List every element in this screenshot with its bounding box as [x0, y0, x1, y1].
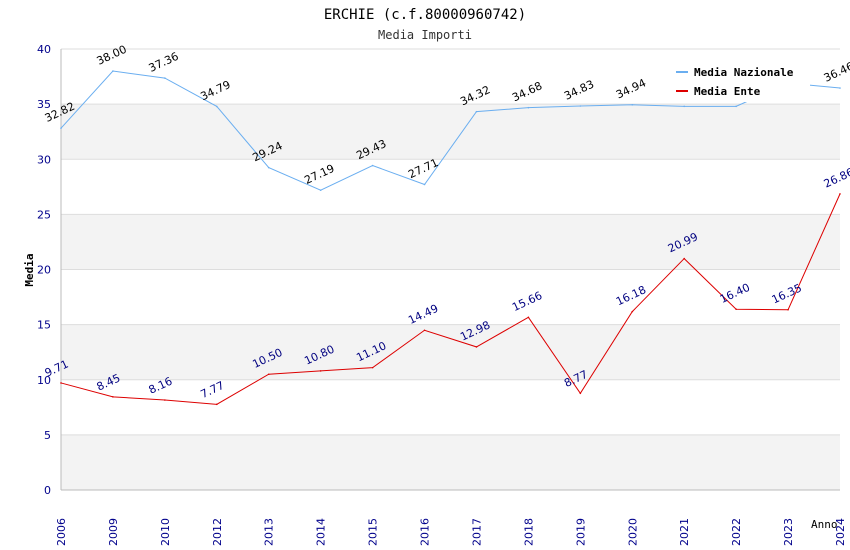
x-tick-label: 2024 [834, 518, 847, 546]
x-tick-label: 2020 [626, 518, 639, 546]
data-point [579, 392, 582, 395]
data-point [216, 105, 218, 108]
data-point [839, 193, 841, 195]
data-point [112, 396, 114, 398]
chart-subtitle: Media Importi [378, 28, 472, 42]
data-point [371, 164, 374, 167]
data-point [423, 183, 426, 186]
x-tick-label: 2014 [315, 518, 328, 546]
data-point [683, 257, 685, 260]
data-point [423, 329, 426, 332]
data-point [164, 399, 166, 401]
data-point [527, 106, 530, 109]
data-point [475, 346, 478, 348]
grid-band [61, 434, 840, 490]
chart-title: ERCHIE (c.f.80000960742) [324, 7, 526, 23]
data-point [527, 316, 530, 319]
series-lines [60, 70, 841, 406]
grid-band [61, 269, 840, 325]
x-tick-label: 2021 [678, 518, 691, 546]
tick-labels: 0 5 10 15 20 25 30 35 40 2006 2009 2010 2012 2013 2014… [37, 43, 847, 546]
legend: Media Nazionale Media Ente [670, 60, 810, 102]
x-tick-label: 2010 [159, 518, 172, 546]
grid-band [61, 104, 840, 160]
y-tick-label: 20 [37, 264, 51, 277]
y-tick-label: 15 [37, 319, 51, 332]
data-point [579, 105, 582, 107]
x-tick-label: 2018 [522, 518, 535, 546]
grid-band [61, 159, 840, 215]
data-point [319, 189, 322, 192]
y-axis-label: Media [23, 253, 36, 286]
x-tick-label: 2023 [782, 518, 795, 546]
x-tick-label: 2015 [367, 518, 380, 546]
data-point [60, 382, 62, 384]
x-tick-label: 2009 [107, 518, 120, 546]
x-tick-label: 2012 [211, 518, 224, 546]
x-tick-label: 2016 [419, 518, 432, 546]
data-point [631, 310, 634, 313]
series-line-ente [60, 193, 841, 405]
y-tick-label: 25 [37, 208, 51, 221]
y-tick-label: 5 [44, 429, 51, 442]
data-point [631, 103, 634, 106]
x-tick-label: 2013 [263, 518, 276, 546]
data-point [112, 70, 114, 72]
data-point [60, 127, 62, 129]
x-tick-label: 2019 [574, 518, 587, 546]
data-point [475, 110, 478, 113]
data-point [735, 105, 737, 108]
axes [60, 49, 840, 491]
x-tick-label: 2006 [55, 518, 68, 546]
data-point [683, 105, 685, 108]
y-tick-label: 40 [37, 43, 51, 56]
grid-bands [61, 48, 840, 491]
y-tick-label: 35 [37, 98, 51, 111]
series-line-nazionale [60, 70, 841, 191]
grid-band [61, 324, 840, 380]
data-point [216, 403, 218, 406]
data-point [787, 308, 789, 311]
x-axis-label: Anno [811, 518, 838, 531]
legend-label-nazionale: Media Nazionale [694, 66, 794, 79]
data-point [735, 308, 737, 310]
data-point [371, 366, 374, 369]
grid-band [61, 379, 840, 435]
legend-box [670, 60, 810, 102]
x-tick-label: 2022 [730, 518, 743, 546]
x-tick-label: 2017 [470, 518, 483, 546]
data-point [267, 373, 270, 376]
data-point [319, 370, 322, 372]
data-point [839, 87, 841, 89]
y-tick-label: 10 [37, 374, 51, 387]
legend-label-ente: Media Ente [694, 85, 761, 98]
data-point [164, 77, 166, 79]
data-point [267, 166, 270, 169]
y-tick-label: 0 [44, 484, 51, 497]
y-tick-label: 30 [37, 153, 51, 166]
grid-band [61, 214, 840, 270]
